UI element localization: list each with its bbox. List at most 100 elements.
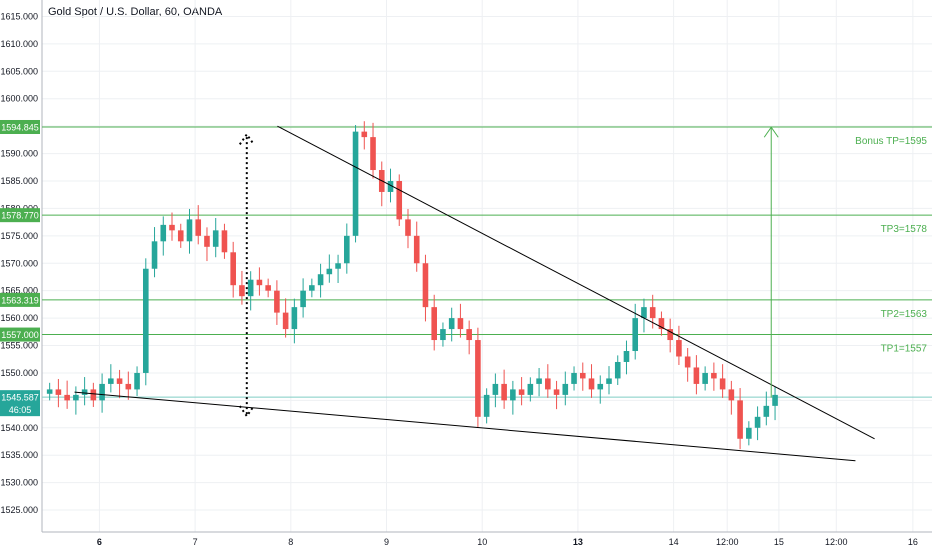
candle-body	[431, 307, 438, 341]
candle-body	[623, 351, 630, 362]
price-label-box	[0, 208, 40, 223]
y-tick-label: 1600.000	[0, 94, 38, 104]
x-tick-label: 6	[97, 537, 102, 547]
level-label: TP1=1557	[881, 344, 928, 355]
candle-body	[46, 389, 53, 394]
candle-body	[142, 268, 149, 373]
candle-body	[212, 230, 219, 247]
candle-body	[501, 383, 507, 401]
price-label: 1578.770	[1, 211, 39, 221]
y-tick-label: 1615.000	[0, 11, 38, 21]
y-tick-label: 1555.000	[0, 341, 38, 351]
candle-body	[396, 180, 403, 220]
candle-body	[195, 219, 202, 236]
candle-body	[73, 394, 79, 401]
candle-body	[553, 389, 560, 395]
candle-body	[204, 235, 210, 247]
candle-body	[256, 279, 263, 286]
y-tick-label: 1535.000	[0, 450, 38, 460]
candle-body	[440, 329, 446, 341]
candle-body	[614, 361, 621, 379]
candle-body	[684, 356, 691, 368]
candle-body	[510, 389, 516, 401]
y-tick-label: 1585.000	[0, 176, 38, 186]
candle-body	[291, 307, 298, 330]
candle-body	[571, 372, 577, 384]
candle-body	[309, 285, 315, 291]
candle-body	[186, 219, 193, 242]
candle-body	[81, 389, 88, 395]
trendline-lower	[74, 391, 856, 462]
y-tick-label: 1590.000	[0, 149, 38, 159]
y-tick-label: 1560.000	[0, 313, 38, 323]
candle-body	[422, 263, 429, 308]
candle-body	[728, 389, 735, 401]
candle-body	[676, 340, 682, 357]
y-tick-label: 1610.000	[0, 39, 38, 49]
current-price-label: 1545.587	[1, 393, 39, 403]
candle-body	[772, 394, 778, 406]
candle-body	[754, 416, 761, 428]
candle-body	[475, 340, 481, 417]
candle-body	[448, 318, 455, 330]
candle-body	[711, 372, 717, 379]
x-tick-label: 16	[908, 537, 918, 547]
trendline-upper	[277, 125, 875, 440]
y-tick-label: 1550.000	[0, 368, 38, 378]
candle-body	[99, 383, 105, 401]
candle-body	[483, 394, 490, 417]
candle-body	[300, 290, 306, 308]
x-tick-label: 7	[193, 537, 198, 547]
candle-body	[361, 131, 368, 138]
target-arrow-head	[763, 126, 779, 138]
candle-body	[90, 389, 97, 401]
candle-body	[125, 383, 132, 390]
price-label: 1557.000	[1, 330, 39, 340]
candle-body	[649, 307, 656, 319]
candle-body	[518, 389, 525, 395]
x-tick-label: 10	[477, 537, 487, 547]
candle-body	[387, 180, 394, 192]
candle-body	[466, 329, 472, 341]
candle-body	[221, 230, 228, 253]
candle-body	[335, 263, 341, 269]
candle-body	[169, 224, 175, 231]
x-tick-label: 9	[384, 537, 389, 547]
y-tick-label: 1565.000	[0, 286, 38, 296]
candle-body	[55, 389, 62, 395]
candle-body	[719, 378, 726, 390]
candle-body	[737, 400, 743, 439]
y-tick-label: 1530.000	[0, 478, 38, 488]
current-price-box	[0, 390, 40, 417]
candle-body	[606, 378, 612, 384]
x-tick-label: 13	[573, 537, 583, 547]
candle-body	[413, 235, 420, 264]
y-tick-label: 1540.000	[0, 423, 38, 433]
candle-body	[597, 383, 604, 390]
candle-body	[64, 394, 70, 401]
x-tick-label: 8	[288, 537, 293, 547]
candle-body	[344, 235, 350, 264]
candle-body	[317, 274, 324, 286]
price-label-box	[0, 292, 40, 307]
candle-body	[352, 131, 359, 236]
y-tick-label: 1525.000	[0, 505, 38, 515]
candle-body	[579, 372, 586, 379]
candle-body	[282, 312, 289, 330]
candle-body	[108, 378, 114, 384]
level-label: TP2=1563	[881, 309, 928, 320]
candle-body	[763, 405, 770, 417]
chart-title: Gold Spot / U.S. Dollar, 60, OANDA	[48, 6, 223, 18]
candle-body	[239, 285, 245, 297]
candle-body	[693, 367, 700, 384]
candle-body	[641, 307, 647, 319]
candle-body	[702, 372, 708, 384]
level-label: Bonus TP=1595	[855, 136, 927, 147]
measure-arrow-head	[238, 132, 255, 145]
x-tick-label: 12:00	[825, 537, 848, 547]
candle-body	[457, 318, 464, 330]
candle-body	[151, 241, 158, 269]
candle-body	[746, 427, 752, 439]
countdown-label: 46:05	[9, 405, 32, 415]
